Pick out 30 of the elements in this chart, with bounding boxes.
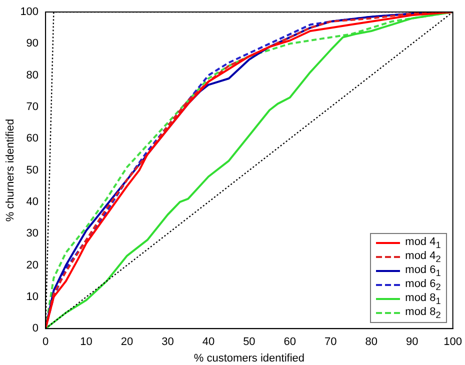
x-tick-label: 80	[365, 336, 378, 348]
y-tick-label: 20	[26, 259, 39, 272]
x-tick-label: 20	[120, 336, 134, 348]
legend-label: mod 4$_{1}$	[405, 236, 441, 250]
y-tick-label: 10	[26, 290, 39, 303]
y-tick-label: 90	[26, 38, 39, 50]
y-tick-label: 30	[26, 228, 39, 240]
y-tick-label: 100	[20, 6, 39, 18]
legend-label: mod 8$_{2}$	[405, 306, 441, 320]
x-tick-label: 10	[80, 336, 92, 348]
y-tick-label: 40	[26, 196, 39, 208]
legend-label: mod 8$_{1}$	[405, 292, 441, 306]
legend-label: mod 4$_{2}$	[405, 250, 441, 264]
x-axis-title: % customers identified	[194, 352, 305, 364]
x-tick-label: 50	[243, 336, 256, 348]
legend-label: mod 6$_{1}$	[405, 264, 441, 278]
y-tick-label: 70	[26, 101, 39, 114]
x-tick-label: 70	[324, 336, 337, 348]
x-tick-label: 100	[444, 336, 462, 348]
x-tick-label: 90	[406, 336, 418, 348]
y-tick-label: 80	[26, 69, 39, 82]
y-tick-label: 60	[26, 132, 39, 145]
y-axis-title: % churners identified	[4, 118, 17, 222]
x-tick-label: 30	[162, 336, 174, 348]
x-tick-label: 40	[202, 336, 215, 348]
legend-label: mod 6$_{2}$	[405, 278, 441, 292]
y-tick-label: 0	[32, 322, 39, 335]
x-tick-label: 60	[284, 336, 296, 348]
x-tick-label: 0	[42, 336, 49, 348]
y-tick-label: 50	[26, 164, 39, 176]
